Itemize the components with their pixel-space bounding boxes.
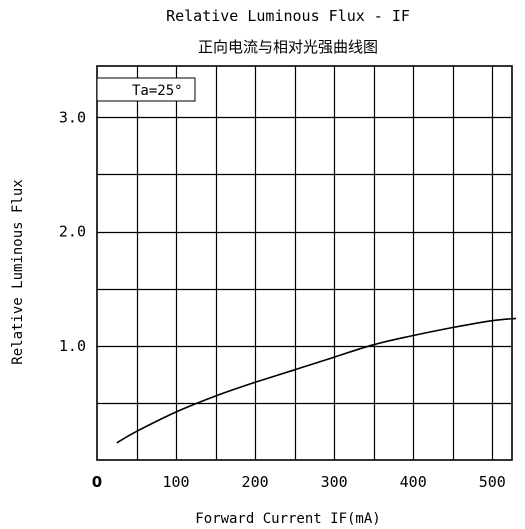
condition-annotation: Ta=25° bbox=[132, 83, 183, 99]
y-tick-label: 1.0 bbox=[59, 337, 86, 355]
y-axis-label: Relative Luminous Flux bbox=[10, 179, 26, 364]
x-tick-label: 200 bbox=[242, 473, 269, 491]
annotation-box bbox=[96, 77, 196, 102]
series-group bbox=[116, 317, 517, 444]
chart-subtitle: 正向电流与相对光强曲线图 bbox=[198, 38, 378, 56]
x-tick-label: 100 bbox=[163, 473, 190, 491]
x-axis-label: Forward Current IF(mA) bbox=[195, 511, 380, 527]
x-tick-label: 400 bbox=[400, 473, 427, 491]
x-tick-label: 500 bbox=[479, 473, 506, 491]
tick-labels: 0 100 200 300 400 500 1.0 2.0 3.0 bbox=[59, 108, 506, 491]
grid bbox=[96, 65, 513, 461]
plot-frame bbox=[96, 65, 513, 461]
x-tick-label: 0 bbox=[92, 473, 102, 491]
y-tick-label: 3.0 bbox=[59, 108, 86, 126]
chart-title: Relative Luminous Flux - IF bbox=[166, 7, 410, 25]
y-tick-label: 2.0 bbox=[59, 223, 86, 241]
x-tick-label: 300 bbox=[321, 473, 348, 491]
series-line-0 bbox=[116, 317, 517, 444]
